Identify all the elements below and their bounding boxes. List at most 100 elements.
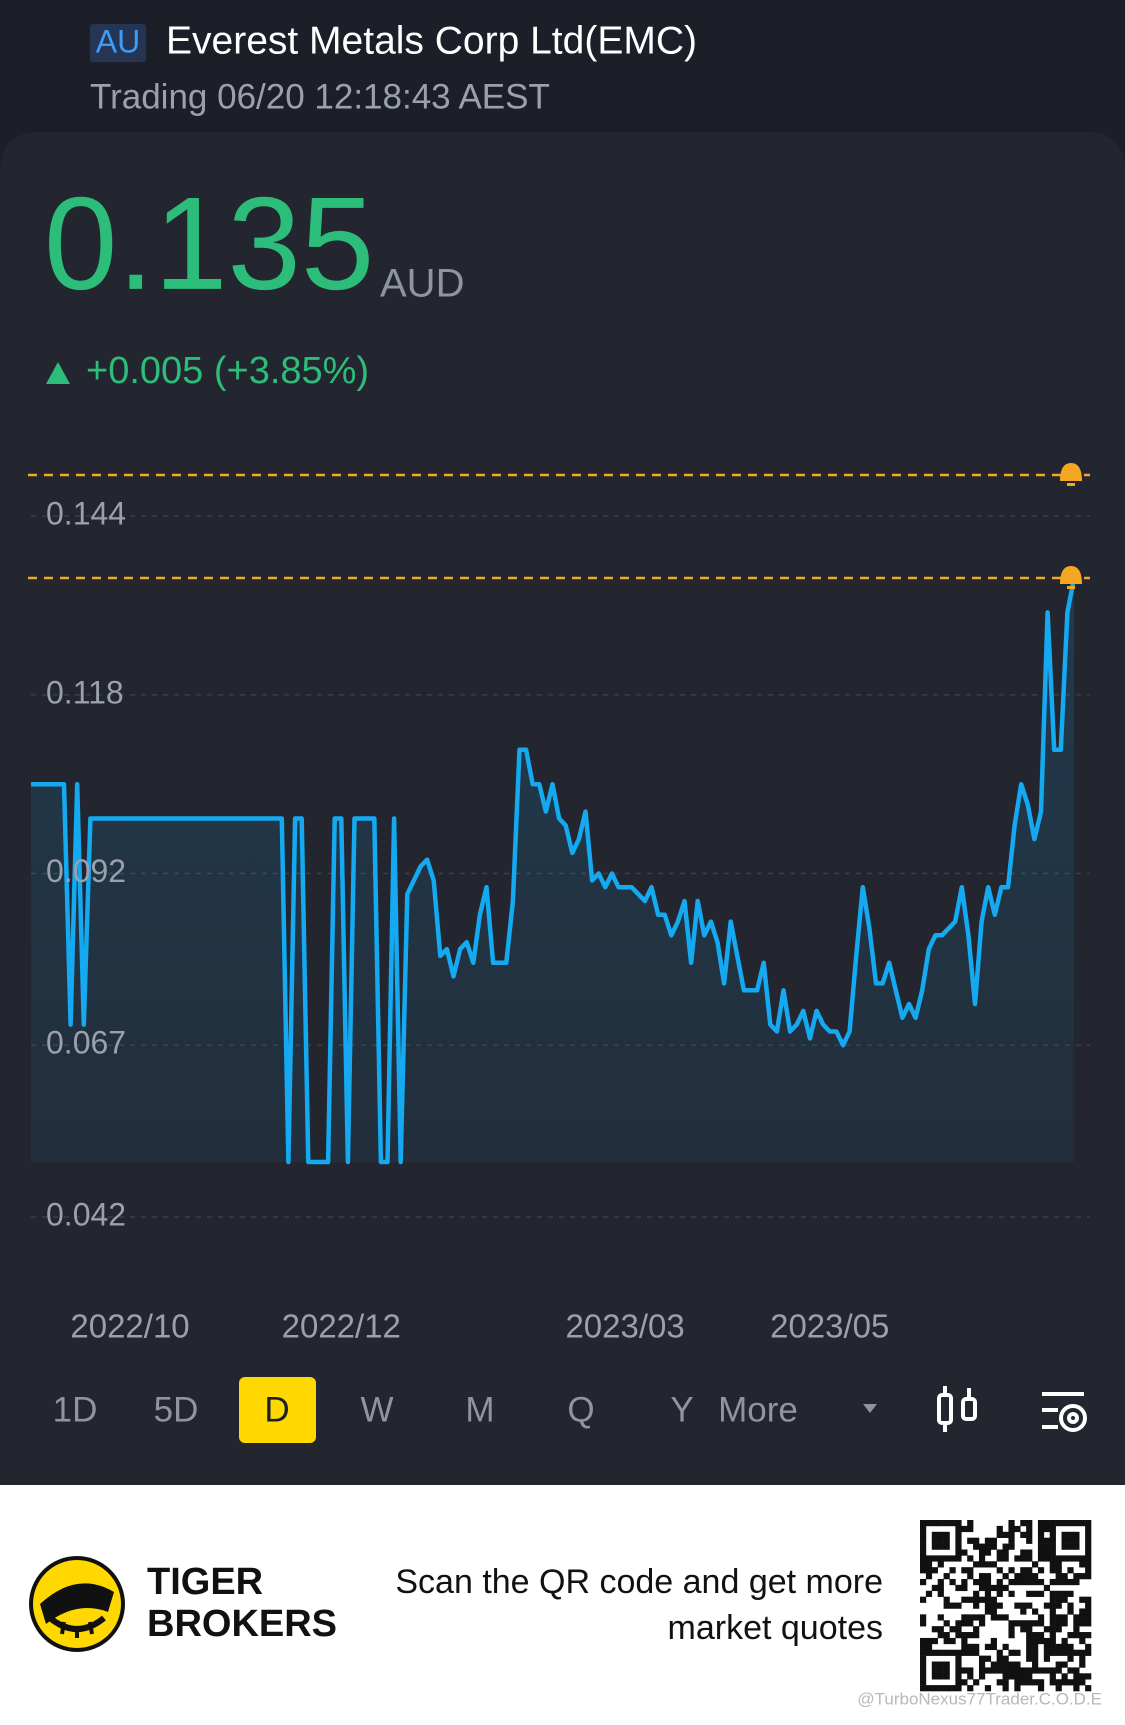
settings-icon[interactable] <box>1042 1392 1087 1432</box>
qr-module <box>931 1555 938 1562</box>
qr-module <box>961 1549 968 1556</box>
qr-module <box>967 1632 974 1639</box>
qr-module <box>973 1596 980 1603</box>
qr-module <box>1026 1673 1033 1680</box>
alert-bell[interactable] <box>1060 463 1082 486</box>
qr-module <box>1085 1525 1092 1533</box>
qr-module <box>984 1655 992 1662</box>
candle-icon[interactable] <box>937 1386 977 1432</box>
qr-module <box>1061 1637 1068 1645</box>
qr-module <box>937 1520 944 1527</box>
qr-module <box>1073 1679 1080 1686</box>
qr-module <box>1055 1555 1062 1562</box>
qr-module <box>984 1561 992 1568</box>
qr-module <box>1049 1561 1056 1568</box>
qr-module <box>990 1643 997 1651</box>
qr-module <box>1002 1643 1009 1651</box>
qr-module <box>943 1632 950 1639</box>
qr-module <box>984 1549 992 1556</box>
qr-module <box>1055 1620 1062 1627</box>
period-button[interactable]: 5D <box>154 1390 199 1429</box>
qr-module <box>1014 1602 1021 1609</box>
qr-module <box>920 1673 927 1680</box>
qr-module <box>984 1608 992 1615</box>
period-button[interactable]: W <box>360 1390 393 1429</box>
qr-module <box>1055 1567 1062 1574</box>
qr-module <box>990 1584 997 1592</box>
qr-module <box>925 1590 933 1597</box>
qr-module <box>1002 1661 1009 1668</box>
qr-module <box>1032 1661 1039 1668</box>
qr-module <box>1067 1667 1074 1674</box>
qr-module <box>1043 1520 1051 1527</box>
qr-module <box>1061 1520 1068 1527</box>
qr-module <box>961 1620 968 1627</box>
qr-module <box>1026 1643 1033 1651</box>
qr-module <box>1067 1590 1074 1597</box>
qr-module <box>1020 1573 1027 1580</box>
period-button[interactable]: More <box>718 1390 798 1429</box>
qr-module <box>984 1537 992 1544</box>
qr-module <box>967 1520 974 1527</box>
qr-module <box>1020 1673 1027 1680</box>
qr-module <box>925 1561 933 1568</box>
qr-module <box>955 1673 962 1680</box>
qr-module <box>1049 1632 1056 1639</box>
qr-module <box>955 1667 962 1674</box>
qr-module <box>943 1596 950 1603</box>
qr-module <box>920 1655 927 1662</box>
qr-module <box>1085 1543 1092 1550</box>
qr-module <box>943 1531 950 1538</box>
qr-module <box>990 1608 997 1615</box>
qr-module <box>937 1626 944 1633</box>
qr-module <box>973 1602 980 1609</box>
qr-module <box>1037 1537 1045 1544</box>
qr-module <box>955 1626 962 1633</box>
qr-module <box>1079 1673 1086 1680</box>
qr-module <box>1026 1649 1033 1656</box>
period-button[interactable]: M <box>465 1390 494 1429</box>
qr-module <box>1049 1531 1056 1538</box>
qr-module <box>1049 1667 1056 1674</box>
period-button[interactable]: D <box>264 1390 289 1429</box>
qr-module <box>1085 1596 1092 1603</box>
qr-module <box>996 1531 1003 1538</box>
alert-bell[interactable] <box>1060 566 1082 590</box>
x-tick-label: 2022/12 <box>282 1308 401 1345</box>
qr-module <box>937 1561 944 1568</box>
period-button[interactable]: Q <box>567 1390 594 1429</box>
qr-module <box>1026 1655 1033 1662</box>
qr-module <box>1037 1549 1045 1556</box>
qr-module <box>1073 1531 1080 1538</box>
qr-module <box>961 1614 968 1621</box>
qr-module <box>1002 1614 1009 1621</box>
qr-module <box>1020 1626 1027 1633</box>
qr-module <box>1073 1555 1080 1562</box>
qr-module <box>984 1602 992 1609</box>
qr-module <box>1043 1655 1051 1662</box>
stock-title: Everest Metals Corp Ltd(EMC) <box>166 19 697 62</box>
qr-module <box>1079 1561 1086 1568</box>
qr-module <box>1061 1614 1068 1621</box>
qr-module <box>937 1614 944 1621</box>
qr-module <box>1020 1679 1027 1686</box>
qr-module <box>1049 1590 1056 1597</box>
qr-module <box>920 1549 927 1556</box>
qr-module <box>967 1620 974 1627</box>
qr-module <box>1073 1649 1080 1656</box>
qr-module <box>978 1584 986 1592</box>
qr-module <box>996 1555 1003 1562</box>
period-bar: 1D 5D D W M Q Y More <box>53 1377 877 1443</box>
qr-module <box>925 1520 933 1527</box>
qr-module <box>1049 1578 1056 1586</box>
qr-module <box>1043 1584 1051 1592</box>
qr-module <box>949 1649 956 1656</box>
qr-module <box>978 1620 986 1627</box>
period-button[interactable]: Y <box>670 1390 693 1429</box>
qr-module <box>1079 1596 1086 1603</box>
qr-module <box>1079 1637 1086 1645</box>
qr-module <box>1067 1537 1074 1544</box>
period-button[interactable]: 1D <box>53 1390 98 1429</box>
qr-module <box>1032 1578 1039 1586</box>
qr-module <box>996 1667 1003 1674</box>
